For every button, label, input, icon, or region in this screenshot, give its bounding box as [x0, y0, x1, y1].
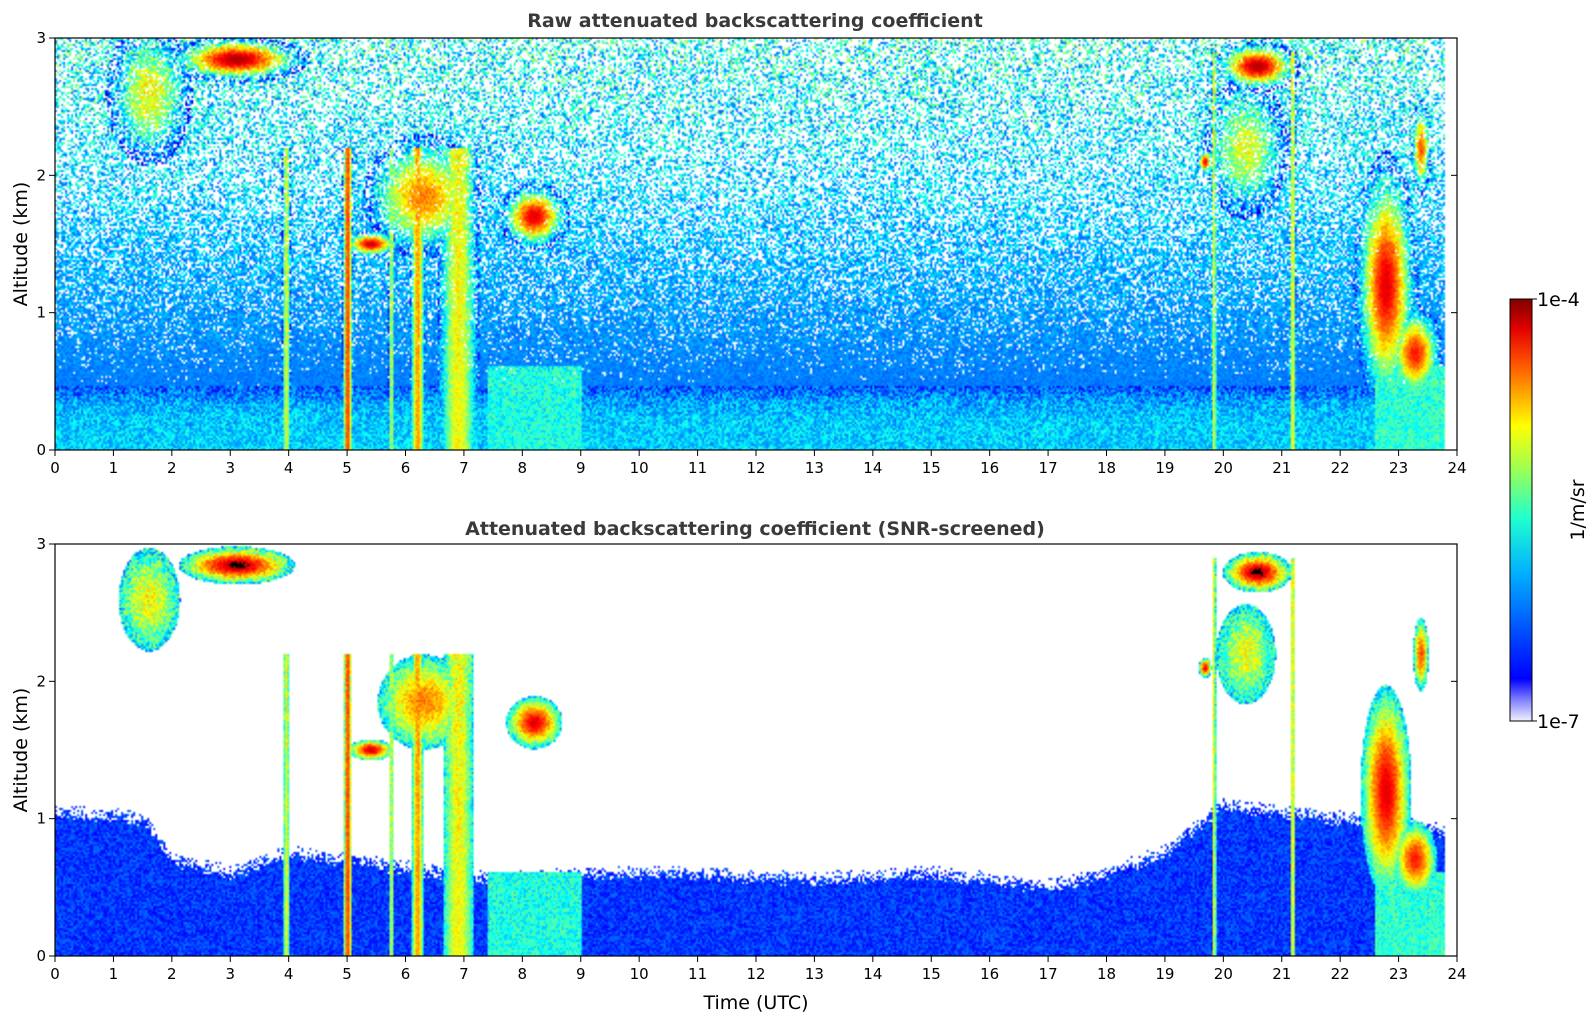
y-axis-raw: 0 1 2 3 — [36, 29, 1457, 459]
y-tick-label: 3 — [36, 535, 46, 553]
x-tick-label: 24 — [1447, 965, 1466, 983]
colorbar-unit-label: 1/m/sr — [1567, 479, 1589, 540]
y-tick-label: 0 — [36, 441, 46, 459]
x-axis-raw: 0 1 2 3 4 5 6 7 8 9 10 11 12 13 14 15 16 17 18 19 20 21 22 23 24 — [50, 450, 1467, 477]
x-tick-label: 0 — [50, 965, 60, 983]
x-axis-screened: 0 1 2 3 4 5 6 7 8 9 10 11 12 13 14 15 16 17 18 19 20 21 22 23 24 — [50, 956, 1467, 983]
x-tick-label: 15 — [922, 965, 941, 983]
x-tick-label: 1 — [109, 459, 119, 477]
x-tick-label: 5 — [342, 459, 352, 477]
y-tick-label: 2 — [36, 672, 46, 690]
x-tick-label: 19 — [1155, 965, 1174, 983]
y-axis-label-raw: Altitude (km) — [10, 182, 32, 307]
x-tick-label: 3 — [225, 965, 235, 983]
x-tick-label: 9 — [576, 459, 586, 477]
x-tick-label: 23 — [1389, 965, 1408, 983]
heatmap-raw-image — [55, 38, 1457, 450]
colorbar-max-label: 1e-4 — [1537, 289, 1580, 311]
x-tick-label: 18 — [1097, 965, 1116, 983]
x-tick-label: 3 — [225, 459, 235, 477]
x-tick-label: 9 — [576, 965, 586, 983]
x-tick-label: 2 — [167, 965, 177, 983]
x-tick-label: 23 — [1389, 459, 1408, 477]
x-tick-label: 16 — [980, 459, 999, 477]
y-axis-screened: 0 1 2 3 — [36, 535, 1457, 965]
x-tick-label: 20 — [1214, 459, 1233, 477]
x-tick-label: 15 — [922, 459, 941, 477]
x-axis-label: Time (UTC) — [702, 992, 808, 1014]
panel-screened: Attenuated backscattering coefficient (S… — [10, 518, 1467, 1014]
x-tick-label: 5 — [342, 965, 352, 983]
x-tick-label: 20 — [1214, 965, 1233, 983]
y-tick-label: 1 — [36, 304, 46, 322]
x-tick-label: 4 — [284, 965, 294, 983]
x-tick-label: 21 — [1272, 965, 1291, 983]
x-tick-label: 21 — [1272, 459, 1291, 477]
panel-raw: Raw attenuated backscattering coefficien… — [10, 10, 1467, 477]
x-tick-label: 13 — [805, 965, 824, 983]
x-tick-label: 10 — [630, 965, 649, 983]
heatmap-screened — [55, 544, 1457, 956]
x-tick-label: 10 — [630, 459, 649, 477]
x-tick-label: 12 — [746, 965, 765, 983]
y-tick-label: 2 — [36, 166, 46, 184]
x-tick-label: 7 — [459, 965, 469, 983]
x-tick-label: 24 — [1447, 459, 1466, 477]
x-tick-label: 11 — [688, 965, 707, 983]
x-tick-label: 2 — [167, 459, 177, 477]
y-tick-label: 3 — [36, 29, 46, 47]
x-tick-label: 17 — [1039, 965, 1058, 983]
heatmap-screened-image — [55, 544, 1457, 956]
x-tick-label: 19 — [1155, 459, 1174, 477]
x-tick-label: 18 — [1097, 459, 1116, 477]
colorbar-min-label: 1e-7 — [1537, 711, 1580, 733]
y-axis-label-screened: Altitude (km) — [10, 688, 32, 813]
x-tick-label: 6 — [401, 965, 411, 983]
x-tick-label: 13 — [805, 459, 824, 477]
panel-title-screened: Attenuated backscattering coefficient (S… — [465, 518, 1045, 540]
x-tick-label: 4 — [284, 459, 294, 477]
x-tick-label: 22 — [1331, 459, 1350, 477]
heatmap-raw — [55, 38, 1457, 450]
colorbar-gradient — [1509, 298, 1533, 722]
x-tick-label: 17 — [1039, 459, 1058, 477]
x-tick-label: 16 — [980, 965, 999, 983]
x-tick-label: 14 — [863, 965, 882, 983]
y-tick-label: 0 — [36, 947, 46, 965]
x-tick-label: 0 — [50, 459, 60, 477]
panel-title-raw: Raw attenuated backscattering coefficien… — [527, 10, 983, 32]
x-tick-label: 11 — [688, 459, 707, 477]
colorbar: 1e-4 1e-7 1/m/sr — [1509, 289, 1589, 733]
x-tick-label: 6 — [401, 459, 411, 477]
x-tick-label: 14 — [863, 459, 882, 477]
x-tick-label: 7 — [459, 459, 469, 477]
x-tick-label: 8 — [518, 459, 528, 477]
x-tick-label: 1 — [109, 965, 119, 983]
y-tick-label: 1 — [36, 810, 46, 828]
x-tick-label: 8 — [518, 965, 528, 983]
x-tick-label: 12 — [746, 459, 765, 477]
x-tick-label: 22 — [1331, 965, 1350, 983]
